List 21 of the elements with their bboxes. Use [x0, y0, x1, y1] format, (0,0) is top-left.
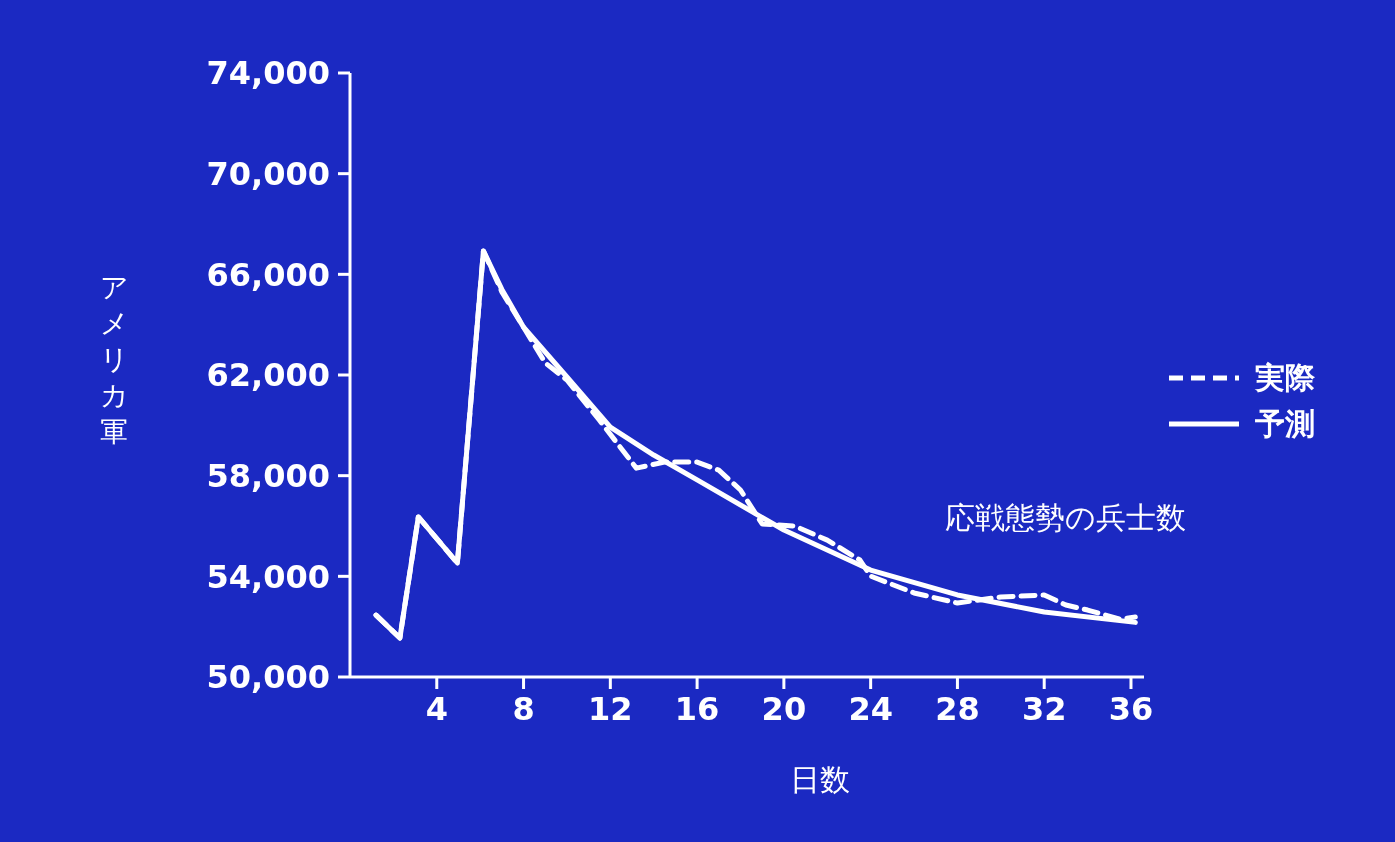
y-tick-label: 58,000	[206, 457, 330, 496]
y-tick-label: 62,000	[206, 356, 330, 395]
y-axis-title: アメリカ軍	[98, 270, 130, 450]
y-tick-label: 54,000	[206, 557, 330, 596]
annotation: 応戦態勢の兵士数	[945, 499, 1186, 537]
x-tick-label: 4	[425, 689, 448, 728]
x-tick-label: 28	[935, 689, 980, 728]
y-tick-label: 66,000	[206, 255, 330, 294]
y-tick-label: 70,000	[206, 155, 330, 194]
y-tick-label: 74,000	[206, 54, 330, 93]
x-tick-label: 36	[1108, 689, 1154, 728]
x-tick-label: 24	[848, 689, 893, 728]
x-tick-label: 8	[512, 689, 535, 728]
x-tick-label: 32	[1021, 689, 1067, 728]
legend-label: 予測	[1255, 404, 1315, 443]
x-tick-label: 12	[588, 689, 633, 728]
x-tick-label: 20	[761, 689, 807, 728]
x-tick-label: 16	[674, 689, 720, 728]
y-tick-label: 50,000	[206, 658, 330, 697]
legend-label: 実際	[1255, 358, 1315, 397]
x-axis-title: 日数	[789, 761, 851, 799]
